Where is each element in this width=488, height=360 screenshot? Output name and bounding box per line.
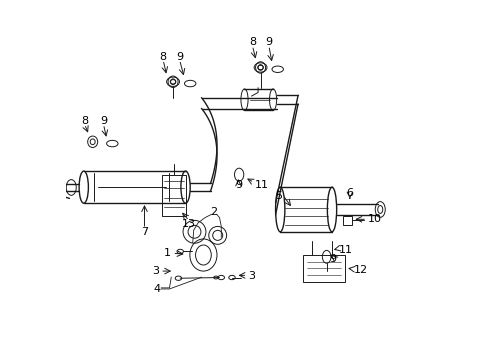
Text: 8: 8	[81, 116, 88, 126]
Text: 13: 13	[182, 219, 196, 229]
Text: 10: 10	[367, 214, 381, 224]
Text: 12: 12	[353, 265, 367, 275]
Text: 7: 7	[141, 227, 148, 237]
Text: 9: 9	[329, 254, 336, 264]
Text: 9: 9	[234, 180, 242, 190]
Bar	[162, 175, 185, 216]
Text: 3: 3	[152, 266, 159, 276]
Text: 8: 8	[248, 37, 255, 48]
Text: 8: 8	[159, 52, 166, 62]
Text: 4: 4	[153, 284, 160, 294]
Bar	[303, 255, 344, 282]
Text: 11: 11	[339, 245, 352, 255]
Text: 5: 5	[274, 191, 282, 201]
Text: 9: 9	[176, 52, 183, 62]
Text: 11: 11	[254, 180, 268, 190]
Text: 9: 9	[100, 116, 107, 126]
Text: 3: 3	[247, 271, 255, 282]
Text: 9: 9	[264, 37, 272, 48]
Text: 6: 6	[346, 188, 353, 198]
Text: 2: 2	[210, 207, 217, 217]
Bar	[342, 216, 351, 225]
Text: 1: 1	[164, 248, 171, 258]
